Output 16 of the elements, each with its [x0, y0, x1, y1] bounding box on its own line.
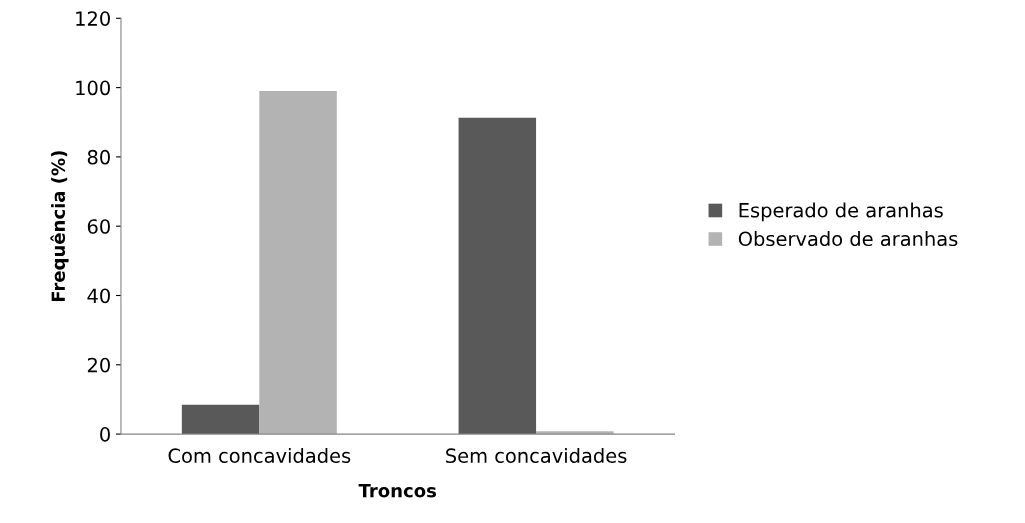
x-tick-label: Com concavidades	[168, 447, 351, 464]
x-tick-label: Sem concavidades	[446, 447, 627, 464]
y-tick-label: 100	[76, 80, 110, 96]
y-tick-label: 120	[76, 11, 110, 26]
y-tick-label: 20	[87, 357, 110, 373]
y-tick-label: 80	[87, 149, 110, 165]
bar	[181, 404, 260, 435]
y-tick-label: 40	[87, 288, 110, 304]
legend-label: Observado de aranhas	[738, 231, 958, 247]
legend-label: Esperado de aranhas	[739, 202, 943, 222]
bar	[458, 117, 537, 435]
bar	[259, 91, 337, 435]
y-tick-label: 60	[87, 219, 110, 234]
y-tick-label: 0	[100, 427, 110, 442]
y-axis-title: Frequência (%)	[50, 151, 69, 302]
x-axis-title: Troncos	[358, 484, 437, 498]
